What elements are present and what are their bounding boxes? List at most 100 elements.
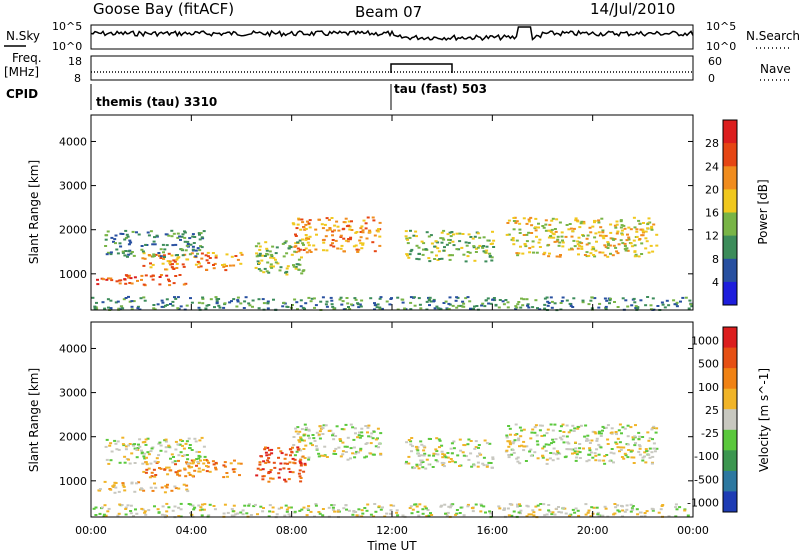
data-cell xyxy=(593,255,597,258)
data-cell xyxy=(646,227,650,230)
data-cell xyxy=(481,246,485,249)
data-cell xyxy=(239,251,243,254)
data-cell xyxy=(159,467,163,470)
data-cell xyxy=(179,238,182,241)
data-cell xyxy=(613,301,616,303)
cpid-themis: themis (tau) 3310 xyxy=(96,95,217,109)
data-cell xyxy=(587,303,591,306)
data-cell xyxy=(526,303,530,306)
data-cell xyxy=(424,248,428,251)
data-cell xyxy=(359,242,363,245)
data-cell xyxy=(116,514,120,517)
data-cell xyxy=(189,297,192,300)
data-cell xyxy=(610,448,614,450)
data-cell xyxy=(372,430,376,433)
data-cell xyxy=(530,232,534,234)
data-cell xyxy=(405,237,409,240)
data-cell xyxy=(311,434,315,436)
data-cell xyxy=(147,509,151,512)
data-cell xyxy=(644,461,648,464)
data-cell xyxy=(346,302,350,305)
data-cell xyxy=(171,244,175,247)
data-cell xyxy=(285,510,289,513)
data-cell xyxy=(170,489,174,492)
data-cell xyxy=(554,230,558,233)
data-cell xyxy=(589,451,593,454)
data-cell xyxy=(142,455,146,458)
data-cell xyxy=(325,456,329,458)
data-cell xyxy=(409,505,413,508)
data-cell xyxy=(537,241,541,244)
data-cell xyxy=(280,452,284,455)
data-cell xyxy=(629,426,633,429)
data-cell xyxy=(559,302,563,304)
data-cell xyxy=(444,300,448,303)
data-cell xyxy=(578,451,582,454)
data-cell xyxy=(289,454,292,457)
data-cell xyxy=(242,307,246,309)
data-cell xyxy=(602,459,606,462)
data-cell xyxy=(149,462,153,465)
cpid-tau-fast: tau (fast) 503 xyxy=(394,82,487,96)
colorbar-swatch xyxy=(723,258,737,283)
data-cell xyxy=(635,228,639,231)
data-cell xyxy=(313,306,316,309)
data-cell xyxy=(93,305,97,308)
data-cell xyxy=(475,247,478,250)
data-cell xyxy=(327,218,331,221)
data-cell xyxy=(129,510,133,512)
data-cell xyxy=(347,224,351,227)
data-cell xyxy=(302,249,306,251)
data-cell xyxy=(184,442,188,445)
data-cell xyxy=(203,459,206,461)
colorbar-tick-label: 12 xyxy=(705,230,719,243)
data-cell xyxy=(561,245,565,248)
data-cell xyxy=(149,266,153,269)
data-cell xyxy=(428,304,431,307)
data-cell xyxy=(458,240,462,243)
data-cell xyxy=(513,433,517,436)
data-cell xyxy=(639,228,643,231)
data-cell xyxy=(565,299,569,302)
data-cell xyxy=(623,245,627,247)
data-cell xyxy=(378,235,382,238)
data-cell xyxy=(145,463,149,466)
data-cell xyxy=(293,458,297,461)
data-cell xyxy=(323,445,327,448)
data-cell xyxy=(556,451,560,454)
data-cell xyxy=(205,470,209,473)
data-cell xyxy=(335,220,339,223)
data-cell xyxy=(268,250,272,253)
y-tick-label: 3000 xyxy=(59,387,87,400)
data-cell xyxy=(172,282,176,285)
data-cell xyxy=(604,507,608,510)
data-cell xyxy=(547,229,551,232)
data-cell xyxy=(522,449,526,452)
data-cell xyxy=(355,231,359,233)
data-cell xyxy=(275,513,279,516)
data-cell xyxy=(243,504,247,507)
data-cell xyxy=(477,444,481,446)
data-cell xyxy=(106,230,110,233)
data-cell xyxy=(105,278,109,281)
data-cell xyxy=(230,300,233,303)
data-cell xyxy=(306,507,310,510)
data-cell xyxy=(464,241,468,244)
data-cell xyxy=(373,304,377,307)
data-cell xyxy=(419,307,423,310)
data-cell xyxy=(490,259,494,262)
data-cell xyxy=(653,450,657,453)
data-cell xyxy=(172,268,176,270)
data-cell xyxy=(427,257,431,260)
data-cell xyxy=(675,301,679,304)
data-cell xyxy=(147,453,151,456)
data-cell xyxy=(603,244,607,247)
data-cell xyxy=(259,468,263,471)
data-cell xyxy=(637,438,641,441)
data-cell xyxy=(504,299,508,301)
data-cell xyxy=(176,256,180,259)
data-cell xyxy=(408,253,412,256)
data-cell xyxy=(302,434,306,437)
data-cell xyxy=(345,297,349,299)
colorbar-tick-label: 500 xyxy=(698,358,719,371)
